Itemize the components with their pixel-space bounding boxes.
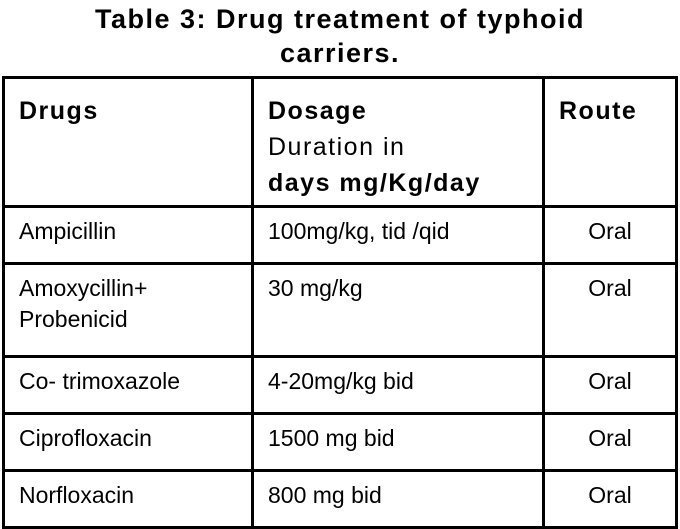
route-cell: Oral [542, 412, 678, 472]
route-cell: Oral [542, 469, 678, 529]
title-line-2: carriers. [279, 38, 401, 68]
drug-line: Probenicid [19, 306, 128, 332]
drug-table: Drugs Dosage Duration in days mg/Kg/day … [2, 76, 678, 529]
drug-cell: Norfloxacin [2, 469, 254, 529]
table-row: Ciprofloxacin 1500 mg bid Oral [2, 412, 678, 472]
table-row: Ampicillin 100mg/kg, tid /qid Oral [2, 205, 678, 265]
header-dosage-line: days mg/Kg/day [268, 169, 481, 197]
dosage-cell: 30 mg/kg [251, 262, 545, 358]
drug-cell: Amoxycillin+ Probenicid [2, 262, 254, 358]
dosage-cell: 100mg/kg, tid /qid [251, 205, 545, 265]
dosage-cell: 4-20mg/kg bid [251, 355, 545, 415]
drug-cell: Ampicillin [2, 205, 254, 265]
header-dosage: Dosage Duration in days mg/Kg/day [251, 76, 545, 208]
route-cell: Oral [542, 355, 678, 415]
table-row: Norfloxacin 800 mg bid Oral [2, 469, 678, 529]
header-row: Drugs Dosage Duration in days mg/Kg/day … [2, 76, 678, 208]
header-dosage-line: Dosage [268, 97, 368, 125]
drug-cell: Co- trimoxazole [2, 355, 254, 415]
route-cell: Oral [542, 205, 678, 265]
drug-line: Amoxycillin+ [19, 275, 148, 301]
drug-cell: Ciprofloxacin [2, 412, 254, 472]
table-row: Co- trimoxazole 4-20mg/kg bid Oral [2, 355, 678, 415]
header-drugs: Drugs [2, 76, 254, 208]
dosage-cell: 800 mg bid [251, 469, 545, 529]
header-route: Route [542, 76, 678, 208]
header-dosage-line: Duration in [268, 133, 406, 161]
title-line-1: Table 3: Drug treatment of typhoid [94, 4, 585, 34]
dosage-cell: 1500 mg bid [251, 412, 545, 472]
table-row: Amoxycillin+ Probenicid 30 mg/kg Oral [2, 262, 678, 358]
table-title: Table 3: Drug treatment of typhoid carri… [0, 2, 680, 70]
route-cell: Oral [542, 262, 678, 358]
